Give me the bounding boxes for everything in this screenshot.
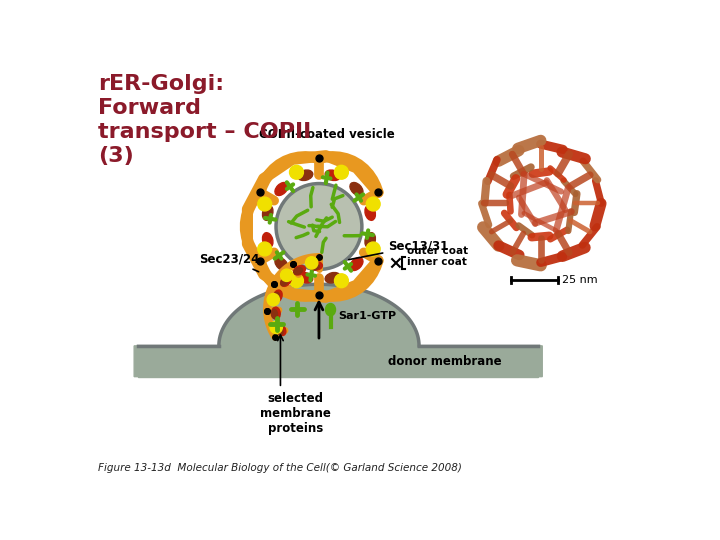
Ellipse shape — [276, 326, 283, 335]
Polygon shape — [134, 284, 542, 377]
Circle shape — [267, 294, 279, 306]
Circle shape — [258, 242, 271, 256]
Circle shape — [281, 269, 293, 281]
Circle shape — [335, 165, 348, 179]
Ellipse shape — [281, 278, 288, 286]
Ellipse shape — [263, 205, 273, 220]
Text: Figure 13-13d  Molecular Biology of the Cell(© Garland Science 2008): Figure 13-13d Molecular Biology of the C… — [98, 463, 462, 473]
Ellipse shape — [281, 275, 291, 286]
Ellipse shape — [271, 309, 277, 319]
Ellipse shape — [263, 233, 273, 248]
Ellipse shape — [271, 307, 280, 319]
Ellipse shape — [274, 290, 282, 302]
Circle shape — [289, 274, 303, 288]
Ellipse shape — [365, 205, 375, 220]
Circle shape — [276, 184, 362, 269]
Ellipse shape — [325, 170, 341, 180]
Ellipse shape — [365, 233, 375, 248]
Ellipse shape — [273, 292, 279, 301]
Text: Sar1-GTP: Sar1-GTP — [338, 311, 396, 321]
Ellipse shape — [275, 183, 288, 195]
Circle shape — [305, 256, 318, 269]
Circle shape — [335, 274, 348, 288]
Ellipse shape — [294, 268, 302, 274]
Text: outer coat: outer coat — [407, 246, 468, 255]
Bar — [138, 346, 539, 377]
Text: donor membrane: donor membrane — [388, 355, 502, 368]
Circle shape — [270, 321, 282, 334]
Text: selected
membrane
proteins: selected membrane proteins — [261, 392, 331, 435]
Circle shape — [258, 197, 271, 211]
Ellipse shape — [276, 324, 286, 335]
Ellipse shape — [275, 258, 288, 271]
Text: inner coat: inner coat — [407, 257, 467, 267]
Text: COPII-coated vesicle: COPII-coated vesicle — [258, 129, 395, 141]
Text: Sec23/24: Sec23/24 — [199, 252, 260, 272]
Circle shape — [289, 165, 303, 179]
Text: rER-Golgi:
Forward
transport – COPII
(3): rER-Golgi: Forward transport – COPII (3) — [98, 74, 311, 166]
Ellipse shape — [294, 266, 305, 275]
Ellipse shape — [325, 273, 341, 283]
Ellipse shape — [310, 261, 323, 270]
Ellipse shape — [297, 170, 312, 180]
Ellipse shape — [325, 303, 336, 316]
Text: 25 nm: 25 nm — [562, 275, 597, 286]
Circle shape — [366, 242, 380, 256]
Ellipse shape — [350, 183, 363, 195]
Ellipse shape — [310, 264, 319, 269]
Ellipse shape — [297, 273, 312, 283]
Circle shape — [366, 197, 380, 211]
Text: Sec13/31: Sec13/31 — [348, 240, 449, 260]
Ellipse shape — [350, 258, 363, 271]
